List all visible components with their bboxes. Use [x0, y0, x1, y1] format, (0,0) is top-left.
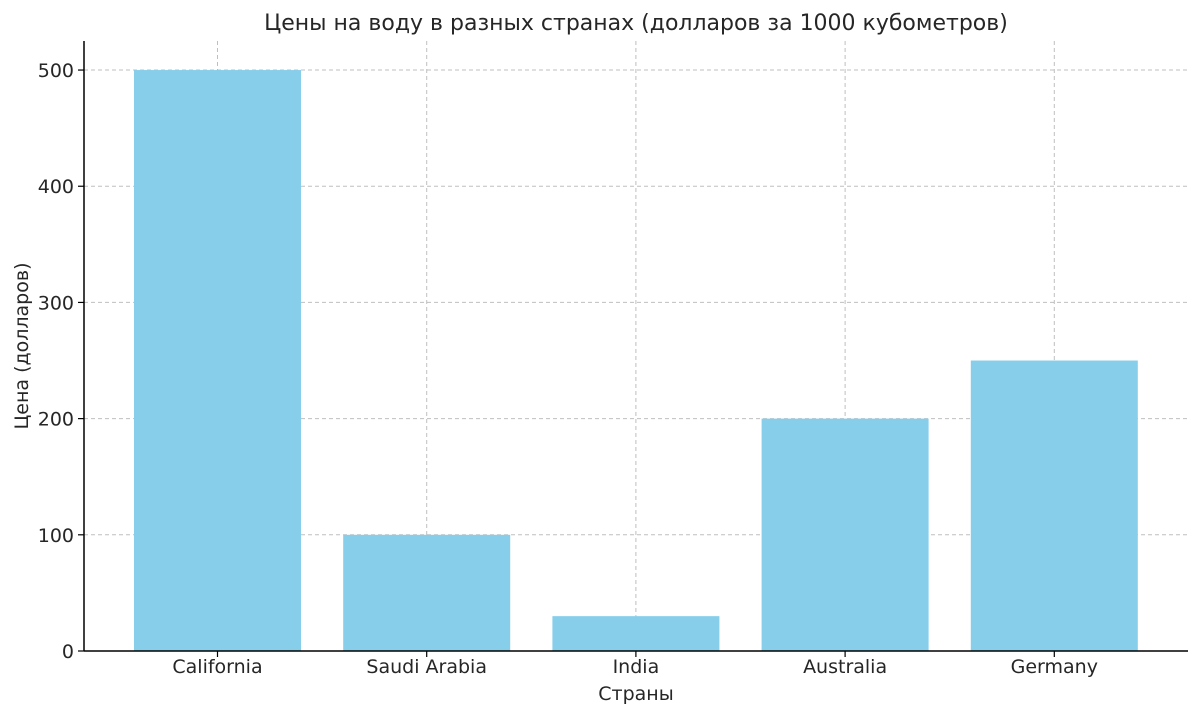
- bar-california: [134, 70, 301, 652]
- x-tick-label: Germany: [1011, 656, 1098, 678]
- y-tick-label: 200: [38, 409, 74, 431]
- bar-india: [552, 616, 720, 651]
- ticks-layer: 0 100 200 300 400 500 California Saudi Arabia In…: [38, 60, 1098, 678]
- x-tick-label: India: [613, 656, 660, 678]
- x-tick-label: Australia: [803, 656, 887, 678]
- y-tick-label: 300: [38, 292, 74, 314]
- bar-germany: [970, 360, 1138, 651]
- y-tick-label: 400: [38, 176, 74, 198]
- x-tick-label: California: [172, 656, 262, 678]
- bar-saudi-arabia: [343, 534, 511, 651]
- y-tick-label: 500: [38, 60, 74, 82]
- x-tick-label: Saudi Arabia: [366, 656, 487, 678]
- y-tick-label: 100: [38, 525, 74, 547]
- bar-australia: [761, 418, 929, 651]
- chart-title: Цены на воду в разных странах (долларов …: [264, 11, 1008, 36]
- y-tick-label: 0: [62, 641, 74, 663]
- x-axis-label: Страны: [598, 683, 673, 705]
- y-axis-label: Цена (долларов): [11, 263, 33, 430]
- bars-layer: [134, 70, 1138, 652]
